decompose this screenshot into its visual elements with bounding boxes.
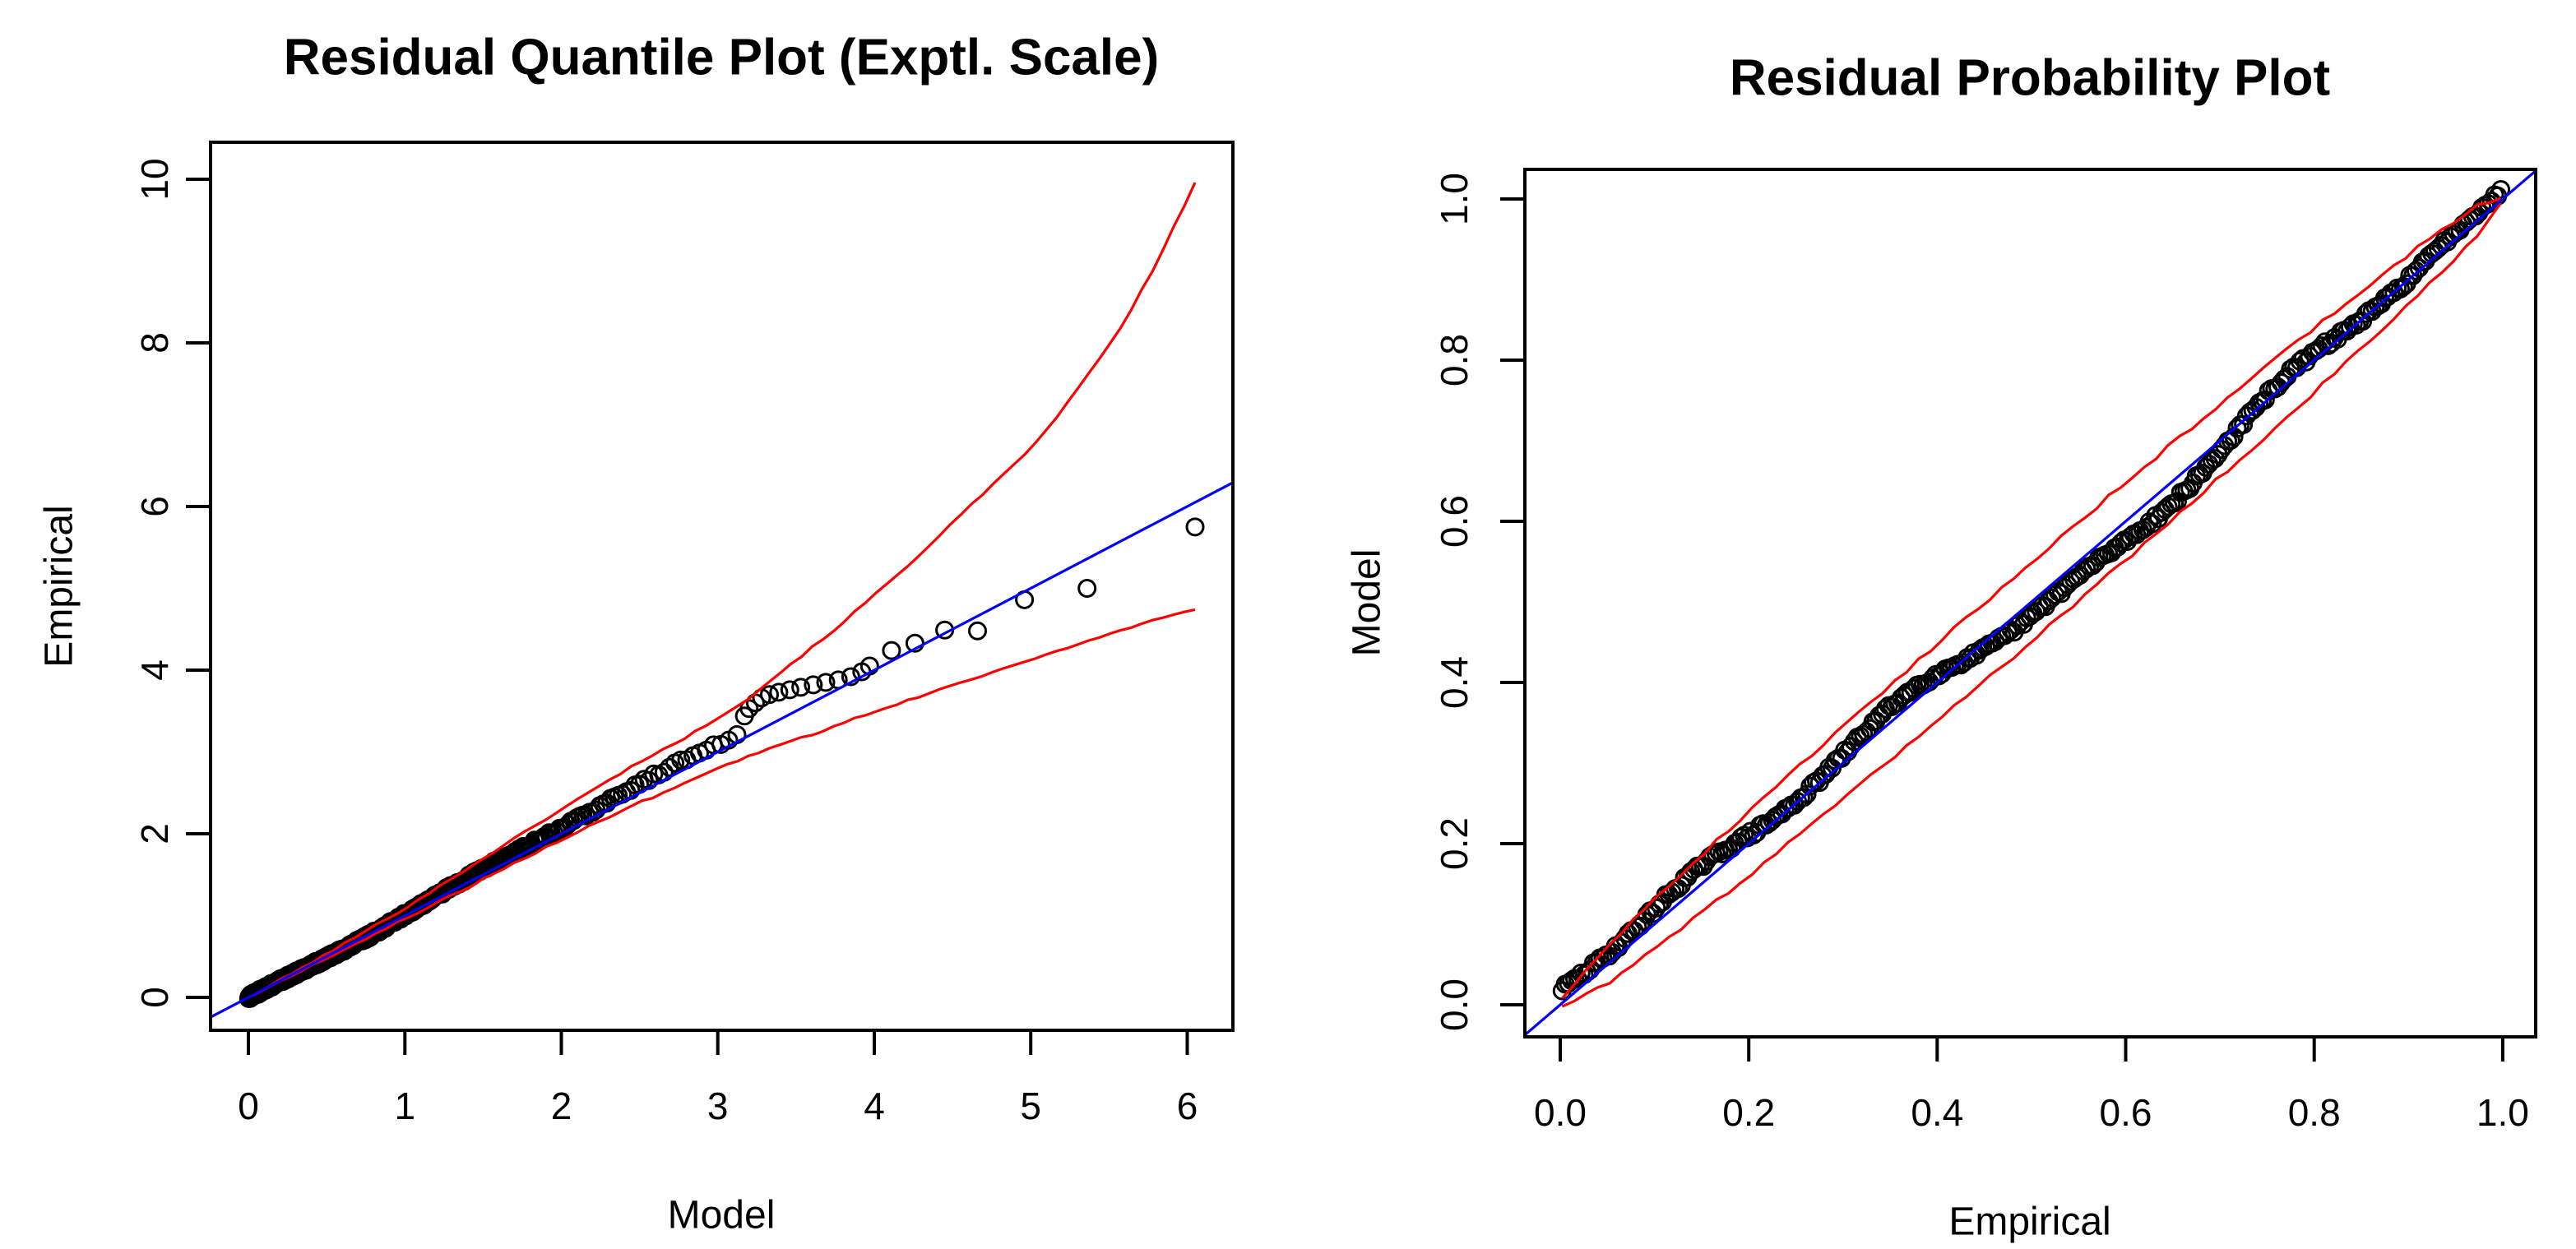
quantile-y-tick-label: 2 bbox=[133, 823, 176, 844]
chart-probability: 0.0 0.2 0.4 0.6 0.8 1.0 0.0 0.2 0.4 0.6 0.8 1.0 Empi… bbox=[1346, 50, 2537, 1244]
probability-y-axis-label: Model bbox=[1346, 549, 1389, 657]
probability-point bbox=[2255, 390, 2275, 409]
quantile-upper-envelope-line bbox=[248, 182, 1197, 999]
quantile-x-tick-label: 4 bbox=[864, 1085, 885, 1127]
quantile-y-tick-label: 8 bbox=[133, 332, 176, 354]
quantile-points-group bbox=[239, 517, 1205, 1008]
quantile-lower-envelope-line bbox=[248, 608, 1196, 999]
quantile-reference-line bbox=[210, 481, 1234, 1019]
quantile-point bbox=[882, 641, 901, 660]
probability-y-tick-label: 0.6 bbox=[1433, 495, 1476, 548]
probability-point bbox=[2290, 351, 2310, 371]
quantile-plot-box bbox=[209, 141, 1235, 1032]
probability-x-tick-label: 1.0 bbox=[2476, 1091, 2529, 1134]
probability-y-tick-label: 0.0 bbox=[1433, 978, 1476, 1031]
quantile-chart-title: Residual Quantile Plot (Exptl. Scale) bbox=[284, 30, 1160, 86]
probability-point bbox=[1794, 788, 1814, 807]
probability-point bbox=[2042, 588, 2062, 608]
probability-x-tick-label: 0.4 bbox=[1911, 1091, 1963, 1134]
probability-point bbox=[1854, 724, 1874, 744]
probability-point bbox=[2139, 512, 2159, 532]
probability-point bbox=[2265, 379, 2285, 399]
quantile-x-tick-label: 0 bbox=[238, 1085, 259, 1127]
quantile-point bbox=[780, 680, 799, 700]
probability-point bbox=[1744, 826, 1763, 844]
probability-point bbox=[2393, 276, 2413, 296]
probability-x-tick-label: 0.0 bbox=[1534, 1091, 1587, 1134]
quantile-y-tick-label: 10 bbox=[133, 158, 176, 200]
probability-lower-envelope-line bbox=[1561, 201, 2502, 1008]
probability-points-group bbox=[1552, 180, 2511, 1001]
probability-y-tick-label: 0.2 bbox=[1433, 817, 1476, 870]
probability-point bbox=[2027, 602, 2046, 622]
probability-x-tick-label: 0.8 bbox=[2288, 1091, 2341, 1134]
probability-point bbox=[1763, 811, 1782, 830]
quantile-point bbox=[968, 621, 987, 641]
probability-point bbox=[1857, 722, 1876, 742]
quantile-x-tick-label: 2 bbox=[551, 1085, 572, 1127]
probability-chart-title: Residual Probability Plot bbox=[1730, 50, 2330, 107]
probability-y-tick-label: 0.4 bbox=[1433, 656, 1476, 709]
quantile-point bbox=[816, 673, 836, 692]
probability-x-tick-label: 0.6 bbox=[2100, 1091, 2152, 1134]
probability-plot-box bbox=[1523, 168, 2537, 1039]
probability-point bbox=[1681, 862, 1701, 881]
quantile-point bbox=[1077, 579, 1097, 598]
probability-point bbox=[1669, 879, 1688, 899]
quantile-point bbox=[804, 675, 823, 695]
quantile-x-axis-label: Model bbox=[668, 1194, 776, 1237]
probability-y-tick-label: 0.8 bbox=[1433, 334, 1476, 386]
probability-point bbox=[2391, 280, 2410, 298]
probability-point bbox=[1998, 622, 2018, 642]
probability-upper-envelope-line bbox=[1561, 197, 2502, 1000]
probability-x-tick-label: 0.2 bbox=[1722, 1091, 1775, 1134]
probability-point bbox=[1892, 688, 1911, 708]
quantile-x-tick-label: 5 bbox=[1020, 1085, 1041, 1127]
probability-reference-line bbox=[1523, 169, 2537, 1036]
quantile-point bbox=[859, 656, 879, 676]
probability-point bbox=[1647, 898, 1666, 918]
probability-x-axis-label: Empirical bbox=[1948, 1200, 2110, 1244]
quantile-y-tick-label: 4 bbox=[133, 659, 176, 681]
quantile-point bbox=[769, 682, 789, 702]
quantile-x-tick-label: 1 bbox=[395, 1085, 416, 1127]
quantile-point bbox=[791, 678, 811, 697]
probability-point bbox=[1995, 626, 2014, 645]
probability-point bbox=[2143, 514, 2162, 534]
quantile-point bbox=[760, 685, 779, 705]
chart-quantile: 0 1 2 3 4 5 6 0 2 4 6 8 10 Model Empirical Residual Qua… bbox=[38, 30, 1235, 1237]
quantile-x-tick-label: 6 bbox=[1177, 1085, 1198, 1127]
probability-y-tick-label: 1.0 bbox=[1433, 173, 1476, 225]
probability-point bbox=[2199, 454, 2219, 474]
quantile-point bbox=[739, 699, 759, 719]
quantile-y-tick-label: 0 bbox=[133, 987, 176, 1008]
quantile-x-tick-label: 3 bbox=[707, 1085, 729, 1127]
probability-point bbox=[2167, 492, 2187, 511]
quantile-y-axis-label: Empirical bbox=[38, 505, 81, 667]
quantile-point bbox=[671, 750, 691, 770]
quantile-y-tick-label: 6 bbox=[133, 496, 176, 517]
quantile-point bbox=[1185, 517, 1205, 537]
probability-point bbox=[2491, 180, 2511, 199]
